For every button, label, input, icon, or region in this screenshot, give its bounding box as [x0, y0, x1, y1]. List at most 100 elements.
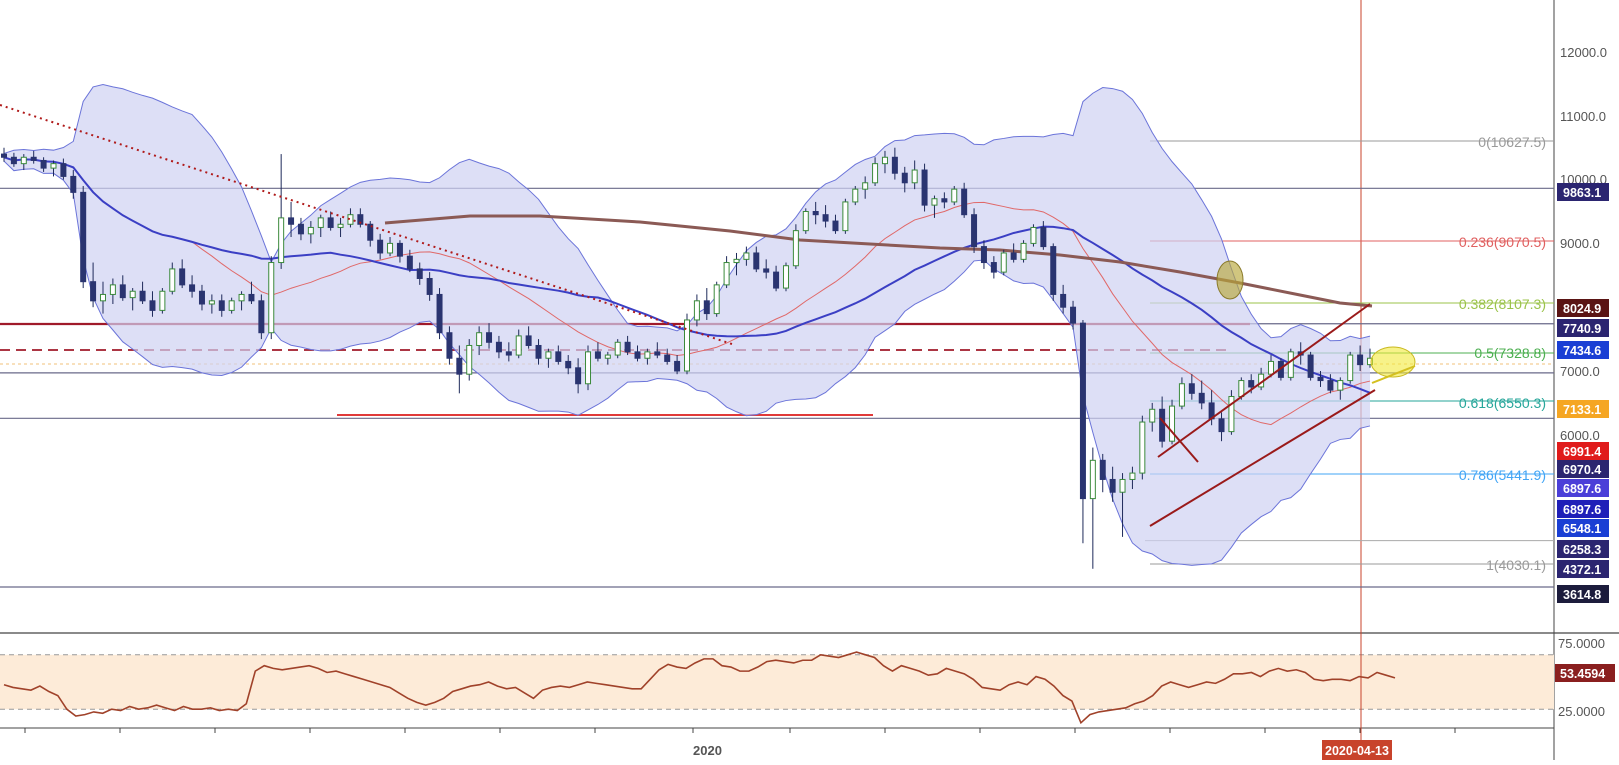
oscillator-panel[interactable]: 75.0000 25.0000 53.4594	[3, 636, 1615, 725]
candle[interactable]	[476, 332, 483, 346]
candle[interactable]	[565, 360, 572, 369]
candle[interactable]	[822, 214, 829, 222]
candle[interactable]	[1238, 380, 1245, 398]
candle[interactable]	[941, 198, 948, 203]
candle[interactable]	[971, 214, 978, 248]
candle[interactable]	[357, 214, 364, 225]
candle[interactable]	[1228, 396, 1235, 433]
candle[interactable]	[149, 300, 156, 311]
candle[interactable]	[634, 351, 641, 359]
candle[interactable]	[693, 300, 700, 321]
candle[interactable]	[228, 300, 235, 311]
candle[interactable]	[20, 156, 27, 165]
candle[interactable]	[773, 271, 780, 289]
candle[interactable]	[802, 211, 809, 232]
candle[interactable]	[1317, 376, 1324, 382]
annotation-arrow[interactable]	[1371, 365, 1416, 384]
candle[interactable]	[30, 156, 37, 161]
candle[interactable]	[90, 281, 97, 302]
candle[interactable]	[109, 284, 116, 295]
candle[interactable]	[406, 255, 413, 270]
candle[interactable]	[575, 367, 582, 385]
candle[interactable]	[456, 357, 463, 375]
candle[interactable]	[387, 242, 394, 254]
candle[interactable]	[1198, 392, 1205, 404]
candle[interactable]	[159, 290, 166, 311]
candle[interactable]	[1287, 351, 1294, 378]
candle[interactable]	[80, 191, 87, 283]
candle[interactable]	[1337, 380, 1344, 391]
candle[interactable]	[1169, 405, 1176, 442]
candle[interactable]	[951, 188, 958, 203]
candle[interactable]	[515, 335, 522, 356]
candle[interactable]	[10, 156, 17, 165]
candle[interactable]	[189, 284, 196, 292]
candle[interactable]	[426, 277, 433, 295]
candle[interactable]	[961, 188, 968, 216]
candle[interactable]	[872, 163, 879, 184]
highlight-ellipse[interactable]	[1370, 346, 1416, 378]
candle[interactable]	[60, 163, 67, 177]
candle[interactable]	[743, 252, 750, 260]
candle[interactable]	[446, 332, 453, 359]
candle[interactable]	[852, 188, 859, 203]
time-axis[interactable]: 2020 2020-04-13	[693, 740, 1392, 760]
candle[interactable]	[535, 344, 542, 359]
candle[interactable]	[1268, 360, 1275, 375]
candle[interactable]	[70, 175, 77, 193]
candle[interactable]	[980, 246, 987, 264]
candle[interactable]	[50, 163, 57, 169]
candle[interactable]	[812, 211, 819, 216]
candle[interactable]	[248, 293, 255, 302]
candle[interactable]	[1109, 478, 1116, 493]
candle[interactable]	[119, 284, 126, 299]
candle[interactable]	[416, 268, 423, 279]
candle[interactable]	[1139, 421, 1146, 474]
candle[interactable]	[396, 242, 403, 257]
candle[interactable]	[139, 290, 146, 302]
candle[interactable]	[1099, 459, 1106, 480]
candle[interactable]	[268, 262, 275, 334]
candle[interactable]	[1070, 306, 1077, 324]
candle[interactable]	[278, 217, 285, 264]
candle[interactable]	[307, 226, 314, 235]
candle[interactable]	[505, 351, 512, 356]
candle[interactable]	[1020, 242, 1027, 260]
candle[interactable]	[129, 290, 136, 299]
candle[interactable]	[832, 220, 839, 232]
highlight-ellipse[interactable]	[1216, 260, 1244, 300]
candle[interactable]	[664, 354, 671, 362]
candle[interactable]	[654, 351, 661, 356]
candle[interactable]	[367, 223, 374, 241]
candle[interactable]	[644, 351, 651, 359]
candle[interactable]	[624, 341, 631, 353]
candle[interactable]	[585, 351, 592, 385]
candle[interactable]	[753, 252, 760, 270]
candle[interactable]	[1188, 383, 1195, 394]
candle[interactable]	[337, 223, 344, 228]
candle[interactable]	[881, 156, 888, 165]
candle[interactable]	[674, 360, 681, 372]
candle[interactable]	[911, 169, 918, 184]
pattern-line[interactable]	[1159, 417, 1199, 463]
candle[interactable]	[327, 217, 334, 228]
candle[interactable]	[40, 159, 47, 169]
candle[interactable]	[723, 262, 730, 286]
candle[interactable]	[891, 156, 898, 174]
candle[interactable]	[297, 223, 304, 235]
candle[interactable]	[218, 300, 225, 311]
candle[interactable]	[862, 182, 869, 190]
candle[interactable]	[238, 293, 245, 302]
candle[interactable]	[842, 201, 849, 232]
candle[interactable]	[1159, 408, 1166, 442]
candlestick-series[interactable]	[1, 147, 1373, 569]
candle[interactable]	[921, 169, 928, 206]
candle[interactable]	[604, 354, 611, 359]
candle[interactable]	[1060, 293, 1067, 308]
candle[interactable]	[169, 268, 176, 292]
candle[interactable]	[1327, 380, 1334, 391]
candle[interactable]	[495, 341, 502, 353]
candle[interactable]	[614, 341, 621, 356]
candle[interactable]	[1030, 226, 1037, 244]
candle[interactable]	[377, 239, 384, 254]
